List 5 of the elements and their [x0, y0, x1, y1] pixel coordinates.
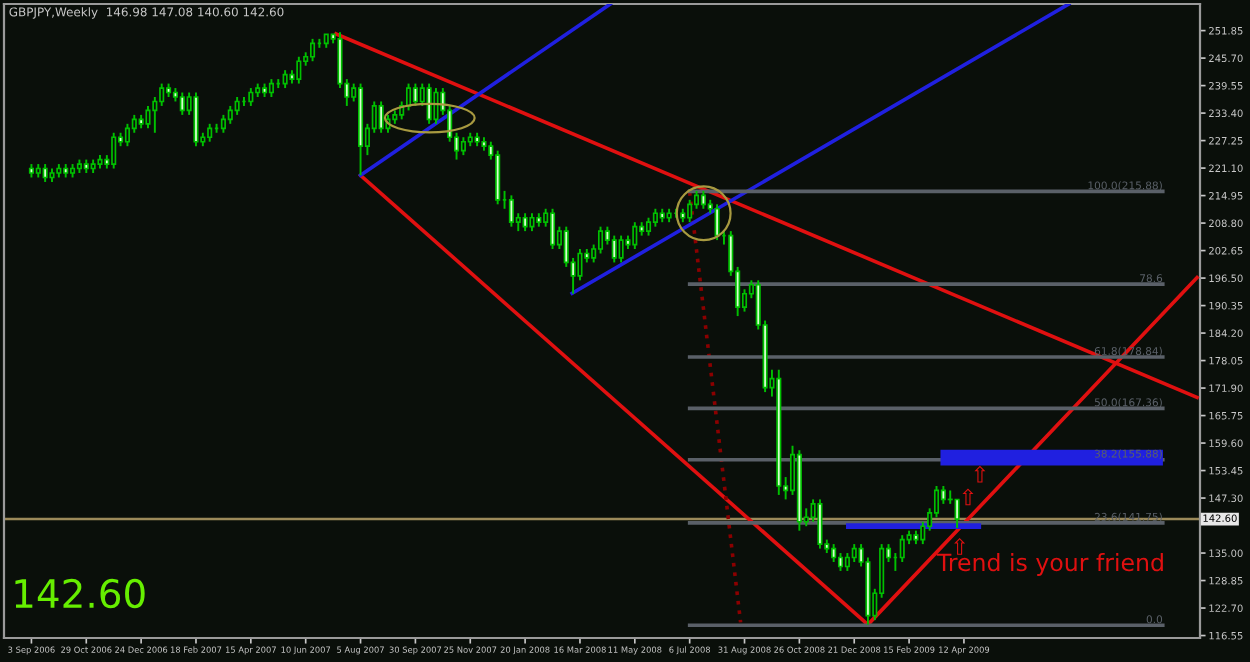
annotation: 142.60	[15, 578, 145, 609]
annotation: ⇧	[954, 537, 966, 555]
annotation: ⇧	[974, 465, 986, 483]
annotation: ⇧	[962, 488, 974, 506]
annotation: Trend is your friend	[936, 553, 1163, 576]
